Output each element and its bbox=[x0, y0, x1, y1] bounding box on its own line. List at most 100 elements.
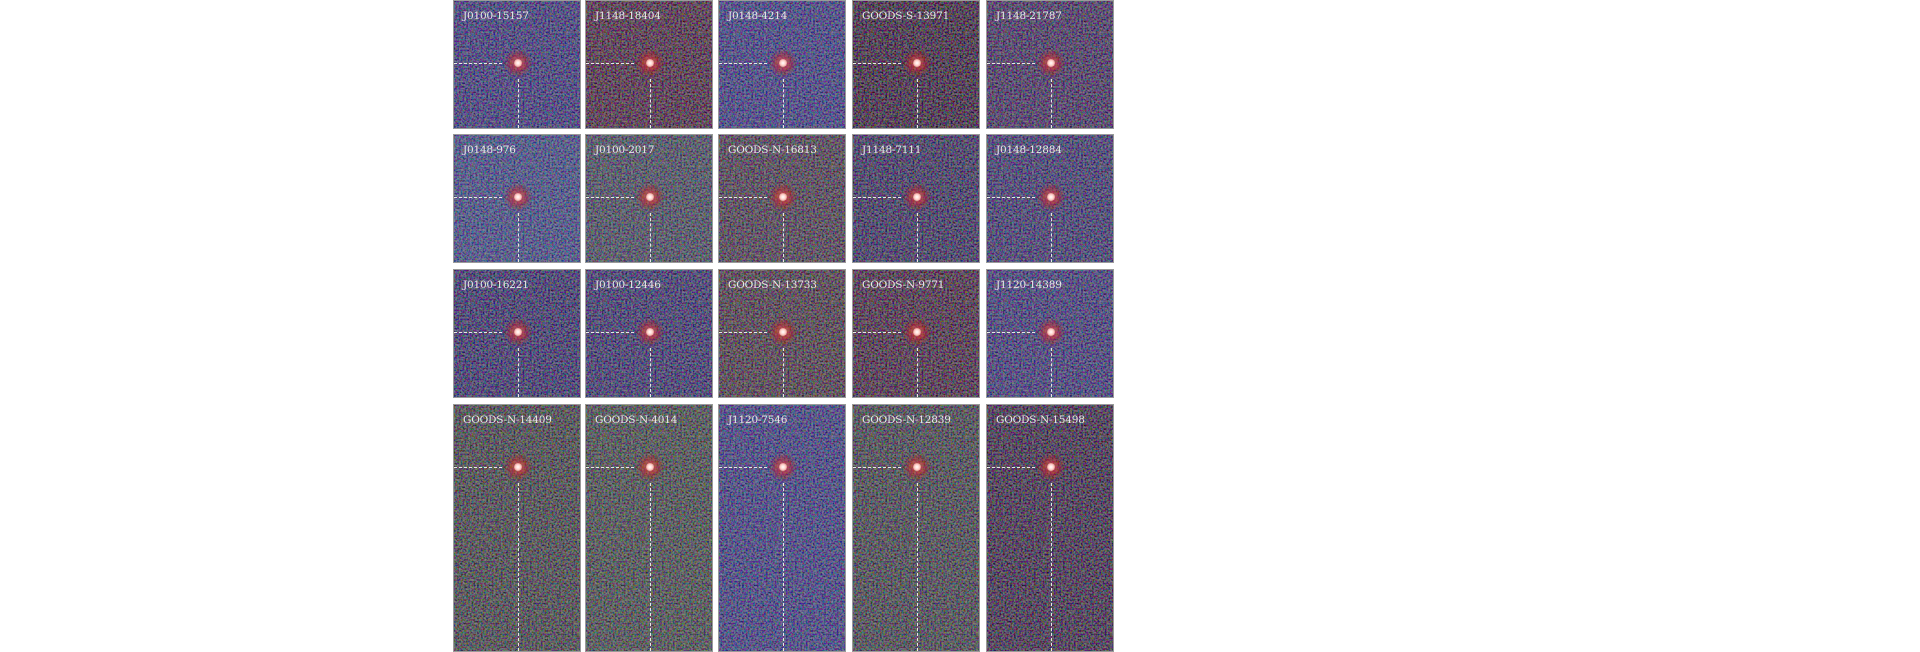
noise-texture bbox=[454, 405, 580, 651]
crosshair-horizontal bbox=[586, 467, 634, 468]
noise-texture bbox=[853, 405, 979, 651]
source-core bbox=[514, 328, 522, 336]
crosshair-horizontal bbox=[853, 467, 901, 468]
source-core bbox=[1047, 463, 1055, 471]
panel-label: J1120-14389 bbox=[996, 279, 1062, 291]
panel-label: J0100-12446 bbox=[595, 279, 661, 291]
cutout-panel: GOODS-N-13733 bbox=[718, 269, 846, 398]
panel-label: GOODS-N-16813 bbox=[728, 144, 817, 156]
crosshair-vertical bbox=[518, 483, 519, 651]
panel-label: J0148-976 bbox=[463, 144, 516, 156]
panel-label: J1148-7111 bbox=[862, 144, 922, 156]
source-core bbox=[646, 59, 654, 67]
source-core bbox=[913, 463, 921, 471]
cutout-panel: J0148-976 bbox=[453, 134, 581, 263]
cutout-panel: J1120-7546 bbox=[718, 404, 846, 652]
crosshair-vertical bbox=[1051, 348, 1052, 397]
source-core bbox=[913, 193, 921, 201]
crosshair-vertical bbox=[650, 483, 651, 651]
source-core bbox=[514, 193, 522, 201]
panel-label: GOODS-N-14409 bbox=[463, 414, 552, 426]
crosshair-vertical bbox=[518, 213, 519, 262]
crosshair-vertical bbox=[1051, 483, 1052, 651]
source-core bbox=[514, 463, 522, 471]
source-core bbox=[646, 463, 654, 471]
crosshair-horizontal bbox=[853, 197, 901, 198]
cutout-panel: GOODS-N-9771 bbox=[852, 269, 980, 398]
cutout-panel: J0100-2017 bbox=[585, 134, 713, 263]
cutout-panel: GOODS-N-16813 bbox=[718, 134, 846, 263]
source-core bbox=[913, 328, 921, 336]
noise-texture bbox=[719, 405, 845, 651]
panel-label: GOODS-N-9771 bbox=[862, 279, 945, 291]
cutout-panel: J0100-12446 bbox=[585, 269, 713, 398]
crosshair-vertical bbox=[650, 213, 651, 262]
crosshair-horizontal bbox=[586, 332, 634, 333]
cutout-panel: GOODS-N-12839 bbox=[852, 404, 980, 652]
noise-texture bbox=[987, 405, 1113, 651]
cutout-panel: GOODS-N-14409 bbox=[453, 404, 581, 652]
crosshair-horizontal bbox=[853, 63, 901, 64]
panel-label: J0100-16221 bbox=[463, 279, 529, 291]
crosshair-horizontal bbox=[719, 63, 767, 64]
cutout-panel: J0100-15157 bbox=[453, 0, 581, 129]
cutout-panel: J1148-7111 bbox=[852, 134, 980, 263]
crosshair-vertical bbox=[917, 79, 918, 128]
cutout-grid: J0100-15157 J1148-18404 J0148-4214 GOODS… bbox=[453, 0, 1115, 652]
crosshair-horizontal bbox=[719, 332, 767, 333]
crosshair-vertical bbox=[917, 483, 918, 651]
crosshair-horizontal bbox=[719, 467, 767, 468]
cutout-panel: GOODS-S-13971 bbox=[852, 0, 980, 129]
crosshair-vertical bbox=[518, 348, 519, 397]
panel-label: J1120-7546 bbox=[728, 414, 788, 426]
cutout-panel: J1148-21787 bbox=[986, 0, 1114, 129]
source-core bbox=[913, 59, 921, 67]
source-core bbox=[779, 328, 787, 336]
panel-label: GOODS-N-13733 bbox=[728, 279, 817, 291]
crosshair-vertical bbox=[518, 79, 519, 128]
source-core bbox=[646, 193, 654, 201]
source-core bbox=[514, 59, 522, 67]
cutout-panel: J0148-4214 bbox=[718, 0, 846, 129]
crosshair-vertical bbox=[783, 79, 784, 128]
source-core bbox=[1047, 59, 1055, 67]
panel-label: GOODS-S-13971 bbox=[862, 10, 950, 22]
crosshair-vertical bbox=[917, 348, 918, 397]
cutout-panel: J0100-16221 bbox=[453, 269, 581, 398]
panel-label: J0100-2017 bbox=[595, 144, 655, 156]
cutout-panel: J1148-18404 bbox=[585, 0, 713, 129]
crosshair-horizontal bbox=[987, 63, 1035, 64]
crosshair-horizontal bbox=[454, 332, 502, 333]
panel-label: J0148-4214 bbox=[728, 10, 788, 22]
crosshair-vertical bbox=[783, 213, 784, 262]
source-core bbox=[779, 463, 787, 471]
crosshair-horizontal bbox=[987, 197, 1035, 198]
crosshair-vertical bbox=[917, 213, 918, 262]
crosshair-horizontal bbox=[454, 467, 502, 468]
source-core bbox=[646, 328, 654, 336]
source-core bbox=[779, 193, 787, 201]
cutout-panel: J1120-14389 bbox=[986, 269, 1114, 398]
crosshair-vertical bbox=[650, 79, 651, 128]
source-core bbox=[779, 59, 787, 67]
crosshair-horizontal bbox=[853, 332, 901, 333]
crosshair-horizontal bbox=[987, 332, 1035, 333]
source-core bbox=[1047, 328, 1055, 336]
source-core bbox=[1047, 193, 1055, 201]
cutout-panel: J0148-12884 bbox=[986, 134, 1114, 263]
crosshair-horizontal bbox=[586, 63, 634, 64]
crosshair-vertical bbox=[783, 348, 784, 397]
crosshair-vertical bbox=[1051, 79, 1052, 128]
panel-label: GOODS-N-4014 bbox=[595, 414, 678, 426]
crosshair-vertical bbox=[650, 348, 651, 397]
crosshair-vertical bbox=[1051, 213, 1052, 262]
crosshair-vertical bbox=[783, 483, 784, 651]
panel-label: J0148-12884 bbox=[996, 144, 1062, 156]
cutout-panel: GOODS-N-15498 bbox=[986, 404, 1114, 652]
crosshair-horizontal bbox=[719, 197, 767, 198]
crosshair-horizontal bbox=[454, 197, 502, 198]
panel-label: J0100-15157 bbox=[463, 10, 529, 22]
crosshair-horizontal bbox=[454, 63, 502, 64]
panel-label: J1148-21787 bbox=[996, 10, 1062, 22]
panel-label: GOODS-N-12839 bbox=[862, 414, 951, 426]
